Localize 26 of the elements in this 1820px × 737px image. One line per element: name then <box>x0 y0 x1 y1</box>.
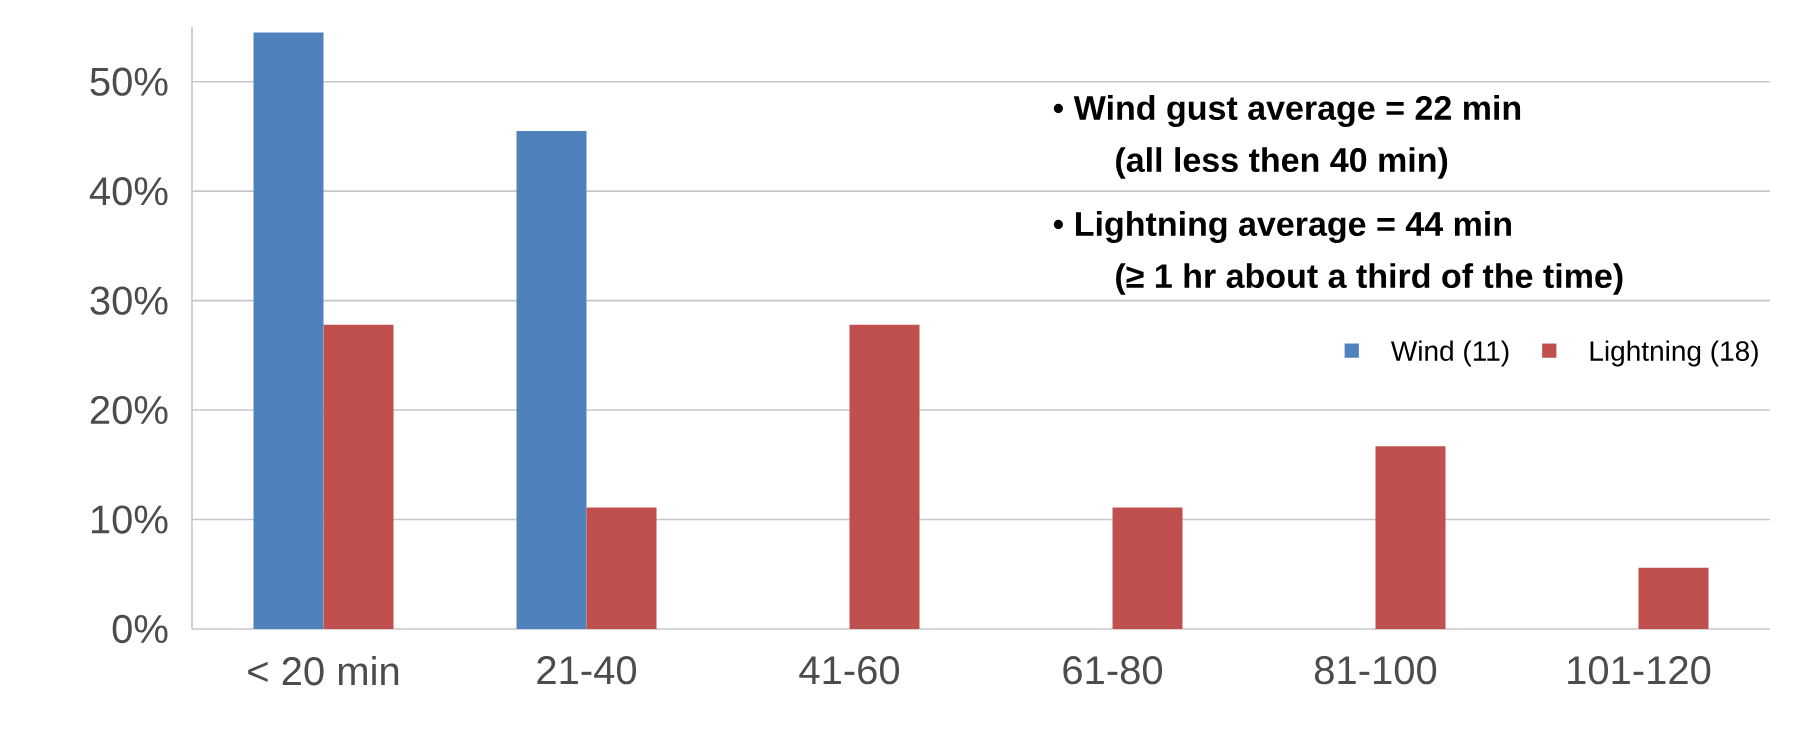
annotation: • Wind gust average = 22 min <box>1053 95 1521 127</box>
bar <box>516 130 587 629</box>
annotation: (≥ 1 hr about a third of the time) <box>1116 263 1623 295</box>
x-tick-label: 61-80 <box>1063 656 1163 685</box>
bar <box>323 324 394 629</box>
bar <box>849 324 920 629</box>
legend-label: Lightning (18) <box>1590 340 1758 367</box>
y-tick-label: 30% <box>90 286 168 315</box>
y-tick-label: 50% <box>90 67 168 96</box>
annotation: • Lightning average = 44 min <box>1053 211 1511 243</box>
bar <box>586 507 657 629</box>
y-tick-label: 40% <box>89 177 168 206</box>
x-tick-label: 21-40 <box>537 656 637 685</box>
x-tick-label: < 20 min <box>248 656 399 686</box>
bar <box>1375 446 1446 629</box>
y-tick-label: 10% <box>91 505 168 534</box>
bar <box>253 32 324 629</box>
legend-label: Wind (11) <box>1390 340 1509 367</box>
bar <box>1638 567 1709 629</box>
x-tick-label: 101-120 <box>1568 656 1711 685</box>
annotation: (all less then 40 min) <box>1116 147 1448 179</box>
x-tick-label: 41-60 <box>799 656 900 685</box>
y-tick-label: 20% <box>90 395 168 425</box>
y-tick-label: 0% <box>112 614 168 644</box>
x-tick-label: 81-100 <box>1314 656 1437 685</box>
bar <box>1112 507 1183 629</box>
